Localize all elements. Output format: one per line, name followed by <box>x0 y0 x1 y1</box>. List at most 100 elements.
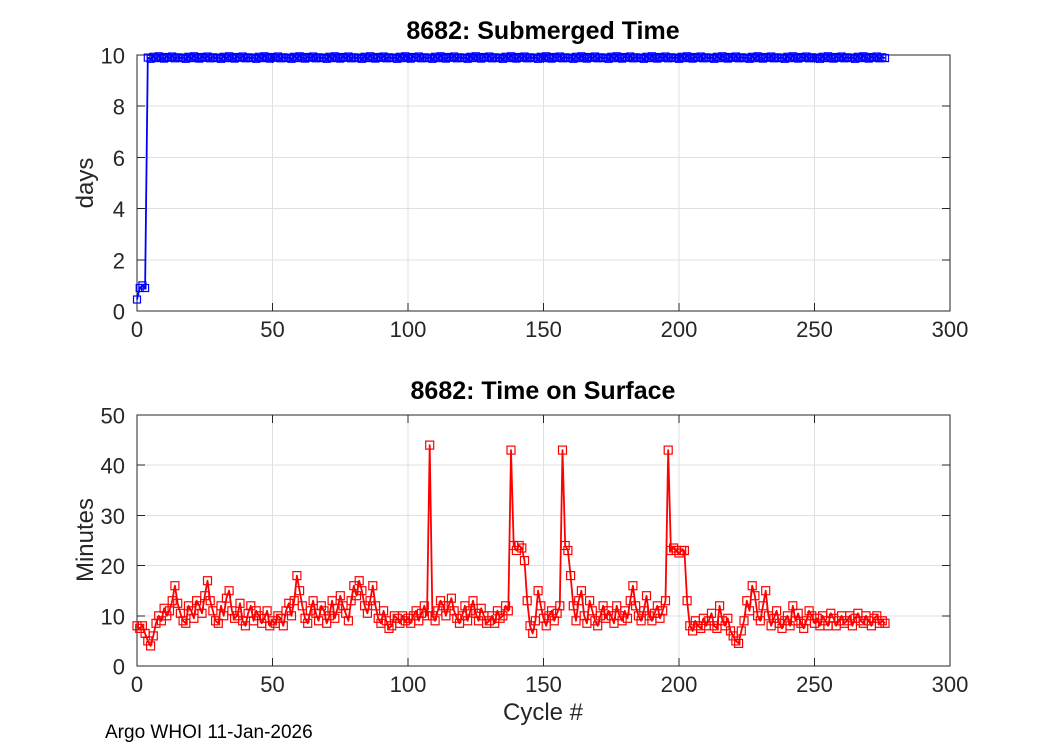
data-marker <box>365 596 375 606</box>
data-marker <box>246 601 256 611</box>
data-marker <box>639 54 648 63</box>
y-tick-label: 0 <box>113 300 125 325</box>
data-marker <box>514 540 524 551</box>
data-marker <box>148 631 158 641</box>
data-marker <box>682 52 692 61</box>
data-marker <box>262 606 272 616</box>
data-marker <box>821 53 830 63</box>
data-marker <box>306 53 315 62</box>
data-marker <box>617 54 627 63</box>
data-marker <box>335 591 345 601</box>
data-marker <box>230 54 239 63</box>
data-marker <box>826 608 836 618</box>
data-marker <box>818 52 827 61</box>
data-marker <box>244 53 253 62</box>
data-marker <box>138 281 147 290</box>
data-marker <box>541 621 551 631</box>
data-marker <box>298 53 307 62</box>
data-marker <box>542 52 551 61</box>
data-marker <box>685 53 694 62</box>
data-marker <box>861 53 871 62</box>
data-marker <box>509 53 518 62</box>
data-marker <box>295 52 304 61</box>
submerged-y-axis-label: days <box>72 157 99 209</box>
data-marker <box>286 611 297 621</box>
data-marker <box>338 52 348 62</box>
data-marker <box>531 53 540 62</box>
data-marker <box>324 611 334 621</box>
data-marker <box>788 601 798 611</box>
data-marker <box>785 621 795 631</box>
data-marker <box>273 52 282 61</box>
data-marker <box>628 54 638 63</box>
data-marker <box>766 52 776 61</box>
data-marker <box>504 53 513 63</box>
data-marker <box>691 52 700 62</box>
data-marker <box>384 53 394 62</box>
data-marker <box>745 54 754 63</box>
data-marker <box>603 606 614 616</box>
data-marker <box>192 53 201 62</box>
data-marker <box>403 53 413 62</box>
data-marker <box>842 53 852 62</box>
data-marker <box>233 52 242 62</box>
data-marker <box>173 53 182 62</box>
data-marker <box>241 54 250 63</box>
data-marker <box>612 52 621 61</box>
data-marker <box>682 596 692 606</box>
data-marker <box>706 608 717 618</box>
data-marker <box>195 54 204 63</box>
data-marker <box>832 52 841 62</box>
data-marker <box>848 53 857 62</box>
data-marker <box>596 53 605 62</box>
data-marker <box>398 611 408 621</box>
data-marker <box>794 54 803 63</box>
data-marker <box>235 53 245 62</box>
data-marker <box>560 540 570 551</box>
data-marker <box>568 601 578 611</box>
data-marker <box>761 52 770 62</box>
data-marker <box>333 53 342 62</box>
data-marker <box>368 53 377 62</box>
data-marker <box>799 53 808 62</box>
data-marker <box>574 53 583 63</box>
data-marker <box>557 445 568 455</box>
data-marker <box>444 52 453 62</box>
data-marker <box>856 53 865 63</box>
data-marker <box>160 54 169 63</box>
data-marker <box>417 54 426 63</box>
data-marker <box>663 445 673 455</box>
data-marker <box>477 54 486 63</box>
x-tick-label: 250 <box>796 672 833 697</box>
x-tick-label: 200 <box>661 317 698 342</box>
data-marker <box>630 601 641 611</box>
data-marker <box>203 52 212 61</box>
data-marker <box>183 601 194 611</box>
data-marker <box>238 616 248 626</box>
data-marker <box>571 52 581 61</box>
data-marker <box>642 52 651 61</box>
data-marker <box>347 54 356 63</box>
data-marker <box>661 52 670 61</box>
data-marker <box>308 596 318 606</box>
x-tick-label: 0 <box>131 672 143 697</box>
data-marker <box>374 52 383 62</box>
data-marker <box>357 586 367 596</box>
data-marker <box>216 54 226 63</box>
data-marker <box>330 52 339 61</box>
data-marker <box>612 601 622 611</box>
data-marker <box>363 53 372 63</box>
data-marker <box>731 52 741 61</box>
data-marker <box>584 596 595 606</box>
data-marker <box>232 611 242 621</box>
data-marker <box>528 628 538 639</box>
data-marker <box>141 283 150 293</box>
data-marker <box>561 53 570 62</box>
data-marker <box>550 52 559 62</box>
data-marker <box>273 611 283 621</box>
data-marker <box>276 54 285 63</box>
data-marker <box>780 54 789 63</box>
data-marker <box>783 52 792 61</box>
data-marker <box>672 53 681 62</box>
data-marker <box>384 623 394 634</box>
